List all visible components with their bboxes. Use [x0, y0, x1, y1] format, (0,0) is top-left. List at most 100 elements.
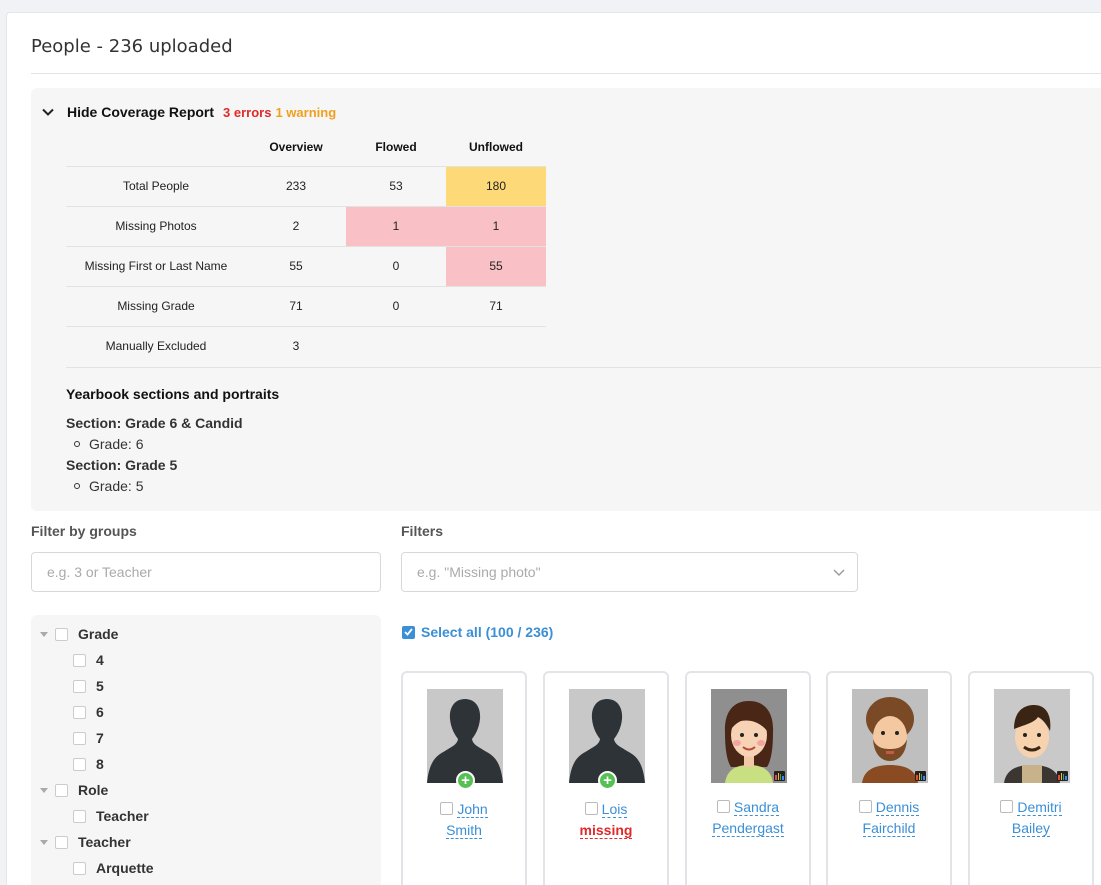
person-checkbox[interactable] — [1000, 800, 1014, 813]
coverage-cell: 233 — [246, 165, 346, 206]
coverage-row-label: Missing Photos — [66, 205, 246, 246]
first-name-link[interactable]: Dennis — [875, 799, 920, 816]
person-checkbox[interactable] — [584, 802, 598, 815]
person-checkbox[interactable] — [858, 800, 872, 813]
coverage-row: Missing First or Last Name 55 0 55 — [66, 245, 546, 286]
coverage-cell — [346, 325, 446, 366]
first-name-link[interactable]: Sandra — [733, 799, 780, 816]
item-checkbox[interactable] — [73, 705, 86, 719]
tree-item[interactable]: 5 — [73, 678, 104, 694]
first-name-link[interactable]: Lois — [601, 801, 628, 818]
section-name: Section: Grade 5 — [66, 457, 178, 473]
person-card[interactable]: Sandra Pendergast — [685, 671, 811, 885]
last-name-link[interactable]: Smith — [446, 822, 482, 839]
coverage-cell: 2 — [246, 205, 346, 246]
coverage-row: Manually Excluded 3 — [66, 325, 546, 366]
row-header-cell — [66, 128, 246, 166]
first-name-link[interactable]: Demitri — [1017, 799, 1062, 816]
avatar-man-icon — [994, 689, 1070, 783]
item-checkbox[interactable] — [73, 757, 86, 771]
bullet-icon — [74, 441, 80, 447]
person-silhouette-icon — [427, 689, 503, 783]
filter-groups-label: Filter by groups — [31, 523, 137, 539]
person-card[interactable]: Demitri Bailey — [968, 671, 1094, 885]
caret-down-icon[interactable] — [40, 839, 48, 845]
chevron-down-icon — [833, 569, 845, 576]
select-all-checkbox[interactable]: Select all (100 / 236) — [402, 624, 553, 640]
tree-item[interactable]: Teacher — [73, 808, 149, 824]
person-card[interactable]: + John Smith — [401, 671, 527, 885]
coverage-row: Missing Photos 2 1 1 — [66, 205, 546, 246]
filters-label: Filters — [401, 523, 444, 539]
page-title: People - 236 uploaded — [31, 36, 233, 57]
person-checkbox[interactable] — [716, 800, 730, 813]
last-name-link[interactable]: Fairchild — [862, 820, 916, 837]
tree-item-label: 5 — [96, 678, 104, 694]
caret-down-icon[interactable] — [40, 631, 48, 637]
item-checkbox[interactable] — [73, 653, 86, 667]
person-photo[interactable] — [994, 689, 1070, 783]
group-checkbox[interactable] — [55, 783, 68, 797]
tree-item-label: 4 — [96, 652, 104, 668]
coverage-cell: 3 — [246, 325, 346, 366]
tree-item[interactable]: 4 — [73, 652, 104, 668]
first-name-link[interactable]: John — [457, 801, 488, 818]
person-card[interactable]: + Lois missing — [543, 671, 669, 885]
tree-item[interactable]: 6 — [73, 704, 104, 720]
tree-group-label: Role — [78, 782, 109, 798]
tree-item-label: Teacher — [96, 808, 149, 824]
group-tree: Grade 4 5 6 7 8 Role Teacher Teacher Arquette — [31, 615, 381, 885]
person-name[interactable]: Demitri Bailey — [970, 797, 1092, 839]
tree-group[interactable]: Grade — [40, 626, 118, 642]
group-checkbox[interactable] — [55, 627, 68, 641]
section-grade: Grade: 6 — [74, 436, 143, 452]
checkbox-checked-icon[interactable] — [402, 625, 415, 639]
filters-dropdown[interactable]: e.g. "Missing photo" — [401, 552, 858, 592]
last-name-link[interactable]: Pendergast — [712, 820, 784, 837]
person-checkbox[interactable] — [440, 802, 454, 815]
section-grade-text: Grade: 5 — [89, 478, 144, 494]
avatar-woman-icon — [711, 689, 787, 783]
person-name[interactable]: Dennis Fairchild — [828, 797, 950, 839]
item-checkbox[interactable] — [73, 861, 86, 875]
coverage-cell: 1 — [446, 205, 546, 246]
add-photo-icon[interactable]: + — [598, 771, 617, 790]
chevron-down-icon[interactable] — [41, 105, 55, 119]
person-name[interactable]: John Smith — [403, 799, 525, 841]
section-grade: Grade: 5 — [74, 478, 143, 494]
tree-item[interactable]: 8 — [73, 756, 104, 772]
caret-down-icon[interactable] — [40, 787, 48, 793]
person-name[interactable]: Sandra Pendergast — [687, 797, 809, 839]
tree-item[interactable]: Arquette — [73, 860, 154, 876]
coverage-toggle[interactable]: Hide Coverage Report 3 errors 1 warning — [41, 104, 336, 120]
filters-placeholder: e.g. "Missing photo" — [417, 564, 541, 580]
coverage-cell: 71 — [246, 285, 346, 326]
tree-group[interactable]: Teacher — [40, 834, 131, 850]
coverage-report: Hide Coverage Report 3 errors 1 warning … — [31, 88, 1101, 511]
add-photo-icon[interactable]: + — [456, 771, 475, 790]
coverage-cell: 0 — [346, 245, 446, 286]
tree-item[interactable]: 7 — [73, 730, 104, 746]
select-all-label[interactable]: Select all (100 / 236) — [421, 624, 554, 640]
missing-last-name[interactable]: missing — [579, 822, 633, 839]
item-checkbox[interactable] — [73, 731, 86, 745]
group-filter-input[interactable]: e.g. 3 or Teacher — [31, 552, 381, 592]
item-checkbox[interactable] — [73, 809, 86, 823]
tree-item-label: 7 — [96, 730, 104, 746]
coverage-cell: 71 — [446, 285, 546, 326]
item-checkbox[interactable] — [73, 679, 86, 693]
coverage-cell: 55 — [446, 245, 546, 286]
group-checkbox[interactable] — [55, 835, 68, 849]
person-name[interactable]: Lois missing — [545, 799, 667, 841]
coverage-row-label: Manually Excluded — [66, 325, 246, 366]
person-photo[interactable] — [569, 689, 645, 783]
coverage-row-label: Missing Grade — [66, 285, 246, 326]
coverage-row: Missing Grade 71 0 71 — [66, 285, 546, 326]
person-photo[interactable] — [852, 689, 928, 783]
last-name-link[interactable]: Bailey — [1011, 820, 1051, 837]
person-photo[interactable] — [711, 689, 787, 783]
person-card[interactable]: Dennis Fairchild — [826, 671, 952, 885]
tree-group[interactable]: Role — [40, 782, 108, 798]
coverage-toggle-label[interactable]: Hide Coverage Report — [67, 104, 215, 120]
person-photo[interactable] — [427, 689, 503, 783]
